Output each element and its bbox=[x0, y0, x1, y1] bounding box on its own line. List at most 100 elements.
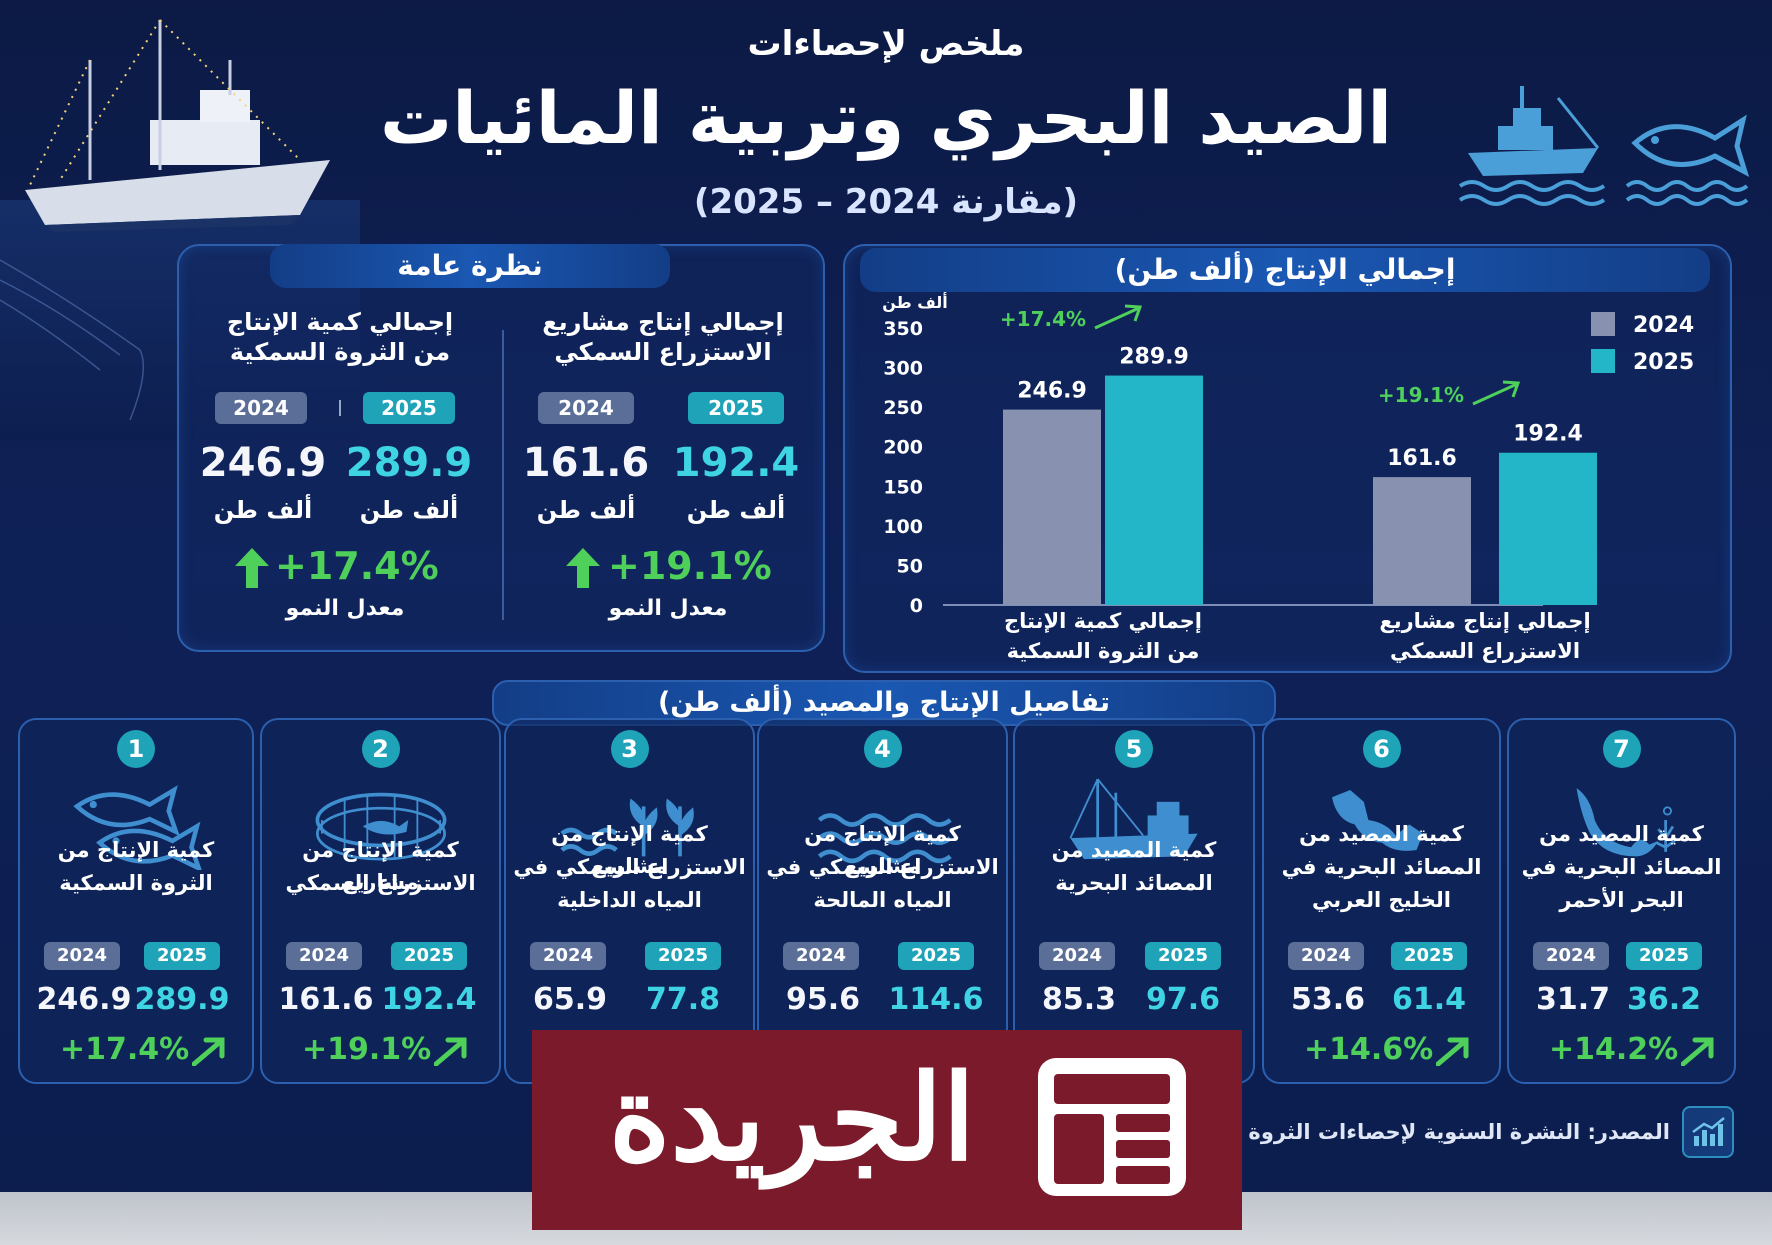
x-category-label: من الثروة السمكية bbox=[1007, 639, 1200, 663]
x-category-label: إجمالي إنتاج مشاريع bbox=[1379, 609, 1590, 634]
year-2025-pill: 2025 bbox=[645, 942, 721, 970]
growth-arrow-icon bbox=[1472, 380, 1521, 406]
year-2024-pill: 2024 bbox=[530, 942, 606, 970]
year-2024-pill: 2024 bbox=[538, 392, 634, 424]
detail-card: 6 كمية المصيد من المصائد البحرية في الخليج … bbox=[1262, 718, 1501, 1084]
y-tick-label: 250 bbox=[883, 397, 923, 419]
detail-card: 3 كمية الإنتاج من مشاريع الاستزراع السمكي … bbox=[504, 718, 755, 1084]
growth-value: +19.1% bbox=[608, 544, 772, 588]
card-value-2024: 85.3 bbox=[1041, 982, 1117, 1017]
card-value-2025: 36.2 bbox=[1626, 982, 1702, 1017]
legend-label: 2024 bbox=[1633, 313, 1694, 338]
overview-block-aquaculture: إجمالي إنتاج مشاريع الاستزراع السمكي 202… bbox=[508, 300, 818, 640]
card-title-line: كمية الإنتاج من bbox=[57, 838, 215, 862]
legend-swatch bbox=[1591, 349, 1615, 373]
card-value-2024: 31.7 bbox=[1535, 982, 1611, 1017]
bar-value-label: 161.6 bbox=[1387, 446, 1457, 471]
card-title-line: كمية الإنتاج من مشاريع bbox=[551, 822, 708, 878]
card-value-2024: 65.9 bbox=[532, 982, 608, 1017]
detail-card: 1 كمية الإنتاج من الثروة السمكية 2025 2024 28… bbox=[18, 718, 254, 1084]
card-title-line: الخليج العربي bbox=[1312, 888, 1451, 912]
card-title-line: كمية المصيد من bbox=[1051, 838, 1217, 862]
boat-waves-icon bbox=[1458, 86, 1606, 206]
bar-trend-icon bbox=[1692, 1117, 1725, 1146]
overview-block-title-line2: الاستزراع السمكي bbox=[554, 338, 772, 366]
unit-2024: ألف طن bbox=[213, 496, 313, 524]
year-2024-pill: 2024 bbox=[44, 942, 120, 970]
growth-label: +17.4% bbox=[1000, 307, 1086, 331]
newspaper-icon bbox=[1038, 1058, 1186, 1196]
year-2025-pill: 2025 bbox=[1145, 942, 1221, 970]
sea-waves-icon bbox=[817, 813, 952, 864]
year-2024-pill: 2024 bbox=[1039, 942, 1115, 970]
y-tick-label: 50 bbox=[897, 555, 923, 577]
legend-label: 2025 bbox=[1633, 350, 1694, 375]
card-value-2024: 95.6 bbox=[785, 982, 861, 1017]
value-2025: 289.9 bbox=[345, 440, 473, 486]
detail-card: 7 كمية المصيد من المصائد البحرية في البحر ا… bbox=[1507, 718, 1736, 1084]
card-number-badge: 1 bbox=[117, 730, 155, 768]
year-2024-pill: 2024 bbox=[215, 392, 307, 424]
overview-divider bbox=[502, 330, 504, 620]
card-number-badge: 5 bbox=[1115, 730, 1153, 768]
card-title-line: المياه المالحة bbox=[813, 888, 952, 912]
waves-plants-icon bbox=[559, 798, 694, 857]
card-growth-value: +19.1% bbox=[302, 1032, 432, 1067]
year-2024-pill: 2024 bbox=[286, 942, 362, 970]
arrow-up-right-icon bbox=[192, 1037, 225, 1066]
red-sea-map-icon bbox=[1576, 788, 1676, 857]
card-title-line: كمية الإنتاج من مشاريع bbox=[302, 838, 459, 894]
arrow-up-right-icon bbox=[1436, 1037, 1469, 1066]
y-tick-label: 350 bbox=[883, 318, 923, 340]
unit-2025: ألف طن bbox=[359, 496, 459, 524]
header-years: (مقارنة 2024 – 2025) bbox=[693, 182, 1079, 222]
year-2025-pill: 2025 bbox=[1391, 942, 1467, 970]
bar-2025 bbox=[1499, 452, 1597, 605]
card-title-line: المياه الداخلية bbox=[557, 888, 702, 912]
chart-growth-icon bbox=[1682, 1106, 1734, 1158]
watermark-text: الجريدة bbox=[608, 1048, 976, 1187]
card-number-badge: 2 bbox=[361, 730, 400, 768]
value-2025: 192.4 bbox=[672, 440, 800, 486]
card-title-line: الثروة السمكية bbox=[59, 871, 213, 895]
unit-2024: ألف طن bbox=[536, 496, 636, 524]
card-value-2024: 53.6 bbox=[1290, 982, 1366, 1017]
arrow-up-icon bbox=[235, 548, 269, 588]
value-2024: 161.6 bbox=[522, 440, 650, 486]
card-number-badge: 3 bbox=[610, 730, 649, 768]
source-text: المصدر: النشرة السنوية لإحصاءات الثروة ا… bbox=[1196, 1120, 1670, 1144]
unit-2025: ألف طن bbox=[686, 496, 786, 524]
card-number-badge: 4 bbox=[863, 730, 902, 768]
overview-title: نظرة عامة bbox=[270, 244, 670, 288]
card-title-line: كمية المصيد من bbox=[1299, 822, 1464, 846]
card-growth-value: +17.4% bbox=[60, 1032, 190, 1067]
card-title-line: الاستزراع السمكي في bbox=[513, 855, 746, 879]
chart-title: إجمالي الإنتاج (ألف طن) bbox=[860, 248, 1710, 292]
card-title-line: كمية المصيد من bbox=[1539, 822, 1704, 846]
card-growth-value: +14.6% bbox=[1304, 1032, 1434, 1067]
growth-arrow-icon bbox=[1094, 304, 1143, 330]
card-value-2025: 61.4 bbox=[1391, 982, 1467, 1017]
card-value-2024: 246.9 bbox=[36, 982, 132, 1017]
card-value-2025: 114.6 bbox=[888, 982, 984, 1017]
year-2024-pill: 2024 bbox=[783, 942, 859, 970]
growth-value: +17.4% bbox=[275, 544, 439, 588]
legend-swatch bbox=[1591, 312, 1615, 336]
overview-block-fish-wealth: إجمالي كمية الإنتاج من الثروة السمكية 20… bbox=[185, 300, 495, 640]
x-category-label: الاستزراع السمكي bbox=[1390, 639, 1580, 663]
x-category-label: إجمالي كمية الإنتاج bbox=[1004, 609, 1202, 634]
detail-card: 2 كمية الإنتاج من مشاريع الاستزراع السمكي 2… bbox=[260, 718, 501, 1084]
card-growth-value: +14.2% bbox=[1549, 1032, 1679, 1067]
year-2025-pill: 2025 bbox=[144, 942, 220, 970]
growth-label: +19.1% bbox=[1378, 383, 1464, 407]
y-tick-label: 150 bbox=[883, 476, 923, 498]
overview-block-title-line1: إجمالي إنتاج مشاريع bbox=[542, 308, 784, 336]
bar-value-label: 192.4 bbox=[1513, 422, 1583, 447]
card-title-line: المصائد البحرية في bbox=[1521, 855, 1722, 879]
card-value-2025: 97.6 bbox=[1145, 982, 1221, 1017]
card-value-2025: 289.9 bbox=[134, 982, 230, 1017]
detail-card: 4 كمية الإنتاج من مشاريع الاستزراع السمكي … bbox=[757, 718, 1008, 1084]
two-fish-icon bbox=[73, 785, 202, 870]
card-number-badge: 6 bbox=[1362, 730, 1401, 768]
